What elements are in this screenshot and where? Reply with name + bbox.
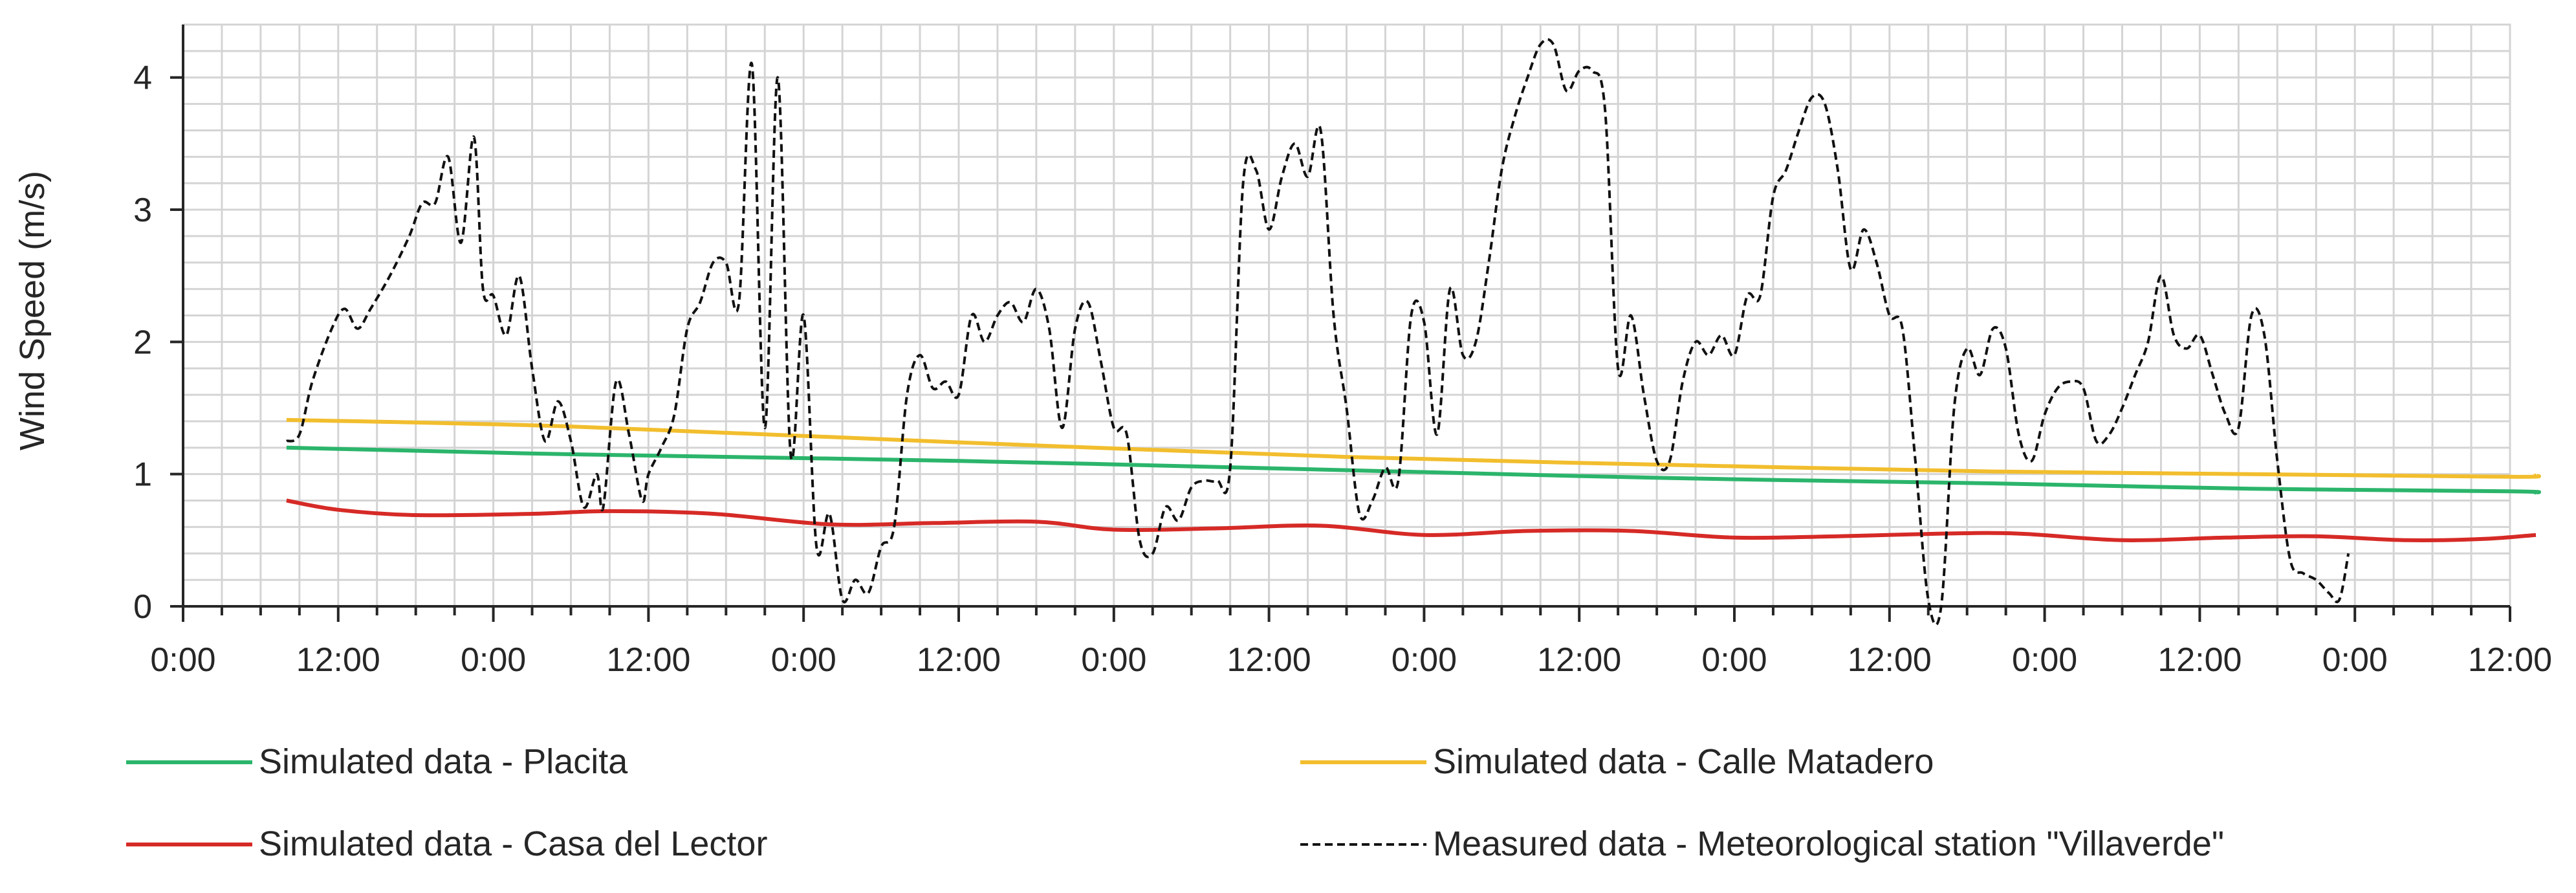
legend-item-calle-matadero: Simulated data - Calle Matadero (1300, 742, 1934, 781)
x-tick-label: 12:00 (1848, 641, 1932, 679)
series-line-measured-villaverde (285, 38, 2350, 626)
legend-label: Simulated data - Casa del Lector (259, 824, 767, 863)
legend-item-measured-villaverde: Measured data - Meteorological station "… (1300, 824, 2224, 863)
series-layer (285, 38, 2541, 626)
legend-item-casa-del-lector: Simulated data - Casa del Lector (126, 824, 767, 863)
x-tick-label: 12:00 (2468, 641, 2552, 679)
series-line-calle-matadero (286, 417, 2541, 479)
y-tick-label: 3 (133, 192, 152, 229)
y-axis-title: Wind Speed (m/s) (13, 171, 52, 450)
x-tick-label: 12:00 (917, 641, 1001, 679)
y-tick-label: 1 (133, 456, 152, 494)
x-tick-label: 0:00 (461, 641, 526, 679)
legend-label: Simulated data - Placita (259, 742, 628, 781)
y-tick-label: 2 (133, 324, 152, 361)
x-tick-label: 0:00 (1701, 641, 1767, 679)
grid-layer (182, 23, 2511, 608)
series-line-placita (286, 445, 2541, 495)
axes-layer (170, 25, 2511, 622)
x-tick-label: 12:00 (606, 641, 690, 679)
x-tick-label: 0:00 (1392, 641, 1457, 679)
legend-label: Simulated data - Calle Matadero (1433, 742, 1934, 781)
y-tick-label: 4 (133, 60, 152, 97)
y-tick-label: 0 (133, 588, 152, 626)
x-tick-label: 0:00 (771, 641, 836, 679)
tick-labels: 0:00 12:00 0:00 12:00 0:00 12:00 0:00 12:00 0:00… (133, 60, 2552, 679)
legend-label: Measured data - Meteorological station "… (1433, 824, 2224, 863)
x-tick-label: 0:00 (2322, 641, 2388, 679)
x-tick-label: 0:00 (150, 641, 215, 679)
x-tick-label: 12:00 (1537, 641, 1621, 679)
legend: Simulated data - Placita Simulated data -… (126, 742, 2224, 863)
x-tick-label: 0:00 (1081, 641, 1146, 679)
x-tick-label: 0:00 (2012, 641, 2077, 679)
x-tick-label: 12:00 (296, 641, 380, 679)
series-line-casa-del-lector (286, 498, 2537, 542)
x-tick-label: 12:00 (1227, 641, 1311, 679)
x-tick-label: 12:00 (2157, 641, 2242, 679)
legend-item-placita: Simulated data - Placita (126, 742, 628, 781)
